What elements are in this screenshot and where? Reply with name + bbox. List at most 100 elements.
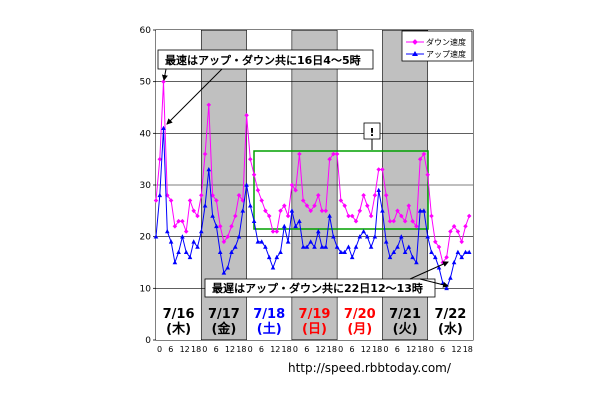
up-speed-point	[436, 265, 442, 270]
up-speed-point	[406, 244, 412, 249]
up-speed-point	[414, 260, 419, 265]
x-tick-label: 0	[157, 345, 162, 354]
up-speed-point	[210, 213, 215, 218]
up-speed-point	[387, 254, 393, 260]
legend-label-down: ダウン速度	[426, 37, 466, 47]
day-date-label: 7/17	[208, 307, 240, 322]
up-speed-point	[255, 239, 261, 244]
up-speed-point	[300, 244, 306, 249]
day-date-label: 7/22	[434, 307, 466, 322]
x-tick-label: 12	[225, 345, 235, 354]
down-speed-point	[357, 208, 363, 214]
up-speed-point	[304, 244, 310, 249]
x-tick-label: 0	[383, 345, 388, 354]
x-tick-label: 12	[361, 345, 371, 354]
up-speed-point	[180, 234, 185, 239]
up-speed-point	[153, 234, 159, 239]
up-speed-point	[466, 249, 472, 254]
up-speed-point	[161, 125, 166, 130]
up-speed-point	[331, 234, 336, 239]
down-speed-point	[316, 193, 321, 198]
day-date-label: 7/18	[253, 307, 285, 322]
up-speed-point	[327, 213, 332, 218]
up-speed-point	[289, 208, 295, 213]
day-weekday-label: (火)	[393, 322, 418, 337]
up-speed-point	[195, 244, 200, 249]
up-speed-point	[229, 249, 234, 254]
up-speed-point	[266, 254, 272, 260]
x-tick-label: 0	[202, 345, 207, 354]
up-speed-point	[270, 265, 276, 270]
day-weekday-label: (土)	[257, 321, 282, 337]
up-speed-point	[225, 265, 230, 270]
up-speed-point	[183, 249, 189, 254]
x-tick-label: 18	[372, 345, 382, 354]
x-tick-label: 6	[304, 345, 309, 354]
legend-marker-up	[412, 51, 418, 56]
day-weekday-label: (水)	[438, 321, 463, 337]
up-speed-point	[282, 223, 287, 229]
down-speed-point	[425, 172, 430, 177]
x-tick-label: 6	[440, 345, 445, 354]
up-speed-point	[410, 254, 415, 260]
y-tick-label: 20	[140, 233, 152, 243]
x-tick-label: 12	[180, 345, 190, 354]
day-date-label: 7/16	[163, 307, 195, 322]
up-speed-point	[214, 223, 219, 229]
up-speed-point	[172, 260, 178, 265]
series-line-0	[155, 81, 470, 264]
up-speed-point	[297, 218, 302, 223]
up-speed-point	[312, 244, 317, 249]
up-speed-point	[353, 244, 359, 249]
up-speed-point	[191, 239, 196, 244]
x-tick-label: 18	[191, 345, 201, 354]
up-speed-point	[202, 203, 208, 208]
x-tick-label: 12	[406, 345, 416, 354]
x-tick-label: 6	[395, 345, 400, 354]
x-tick-label: 18	[417, 345, 427, 354]
up-speed-point	[168, 239, 174, 244]
up-speed-point	[399, 234, 404, 239]
up-speed-point	[421, 208, 427, 213]
up-speed-point	[365, 234, 370, 239]
up-speed-point	[455, 249, 461, 254]
x-tick-label: 18	[327, 345, 337, 354]
day-weekday-label: (日)	[302, 322, 327, 337]
up-speed-point	[395, 244, 400, 249]
fastest-annotation: 最速はアップ・ダウン共に16日4～5時	[157, 49, 374, 125]
slowest-callout-box	[204, 278, 436, 298]
up-speed-point	[199, 229, 204, 234]
y-tick-label: 50	[140, 78, 152, 88]
x-tick-label: 18	[463, 345, 473, 354]
x-tick-label: 0	[248, 345, 253, 354]
x-tick-label: 0	[293, 345, 298, 354]
up-speed-point	[263, 244, 268, 249]
up-speed-point	[240, 208, 246, 213]
down-speed-point	[304, 203, 310, 208]
y-tick-label: 0	[145, 336, 151, 346]
up-speed-point	[417, 208, 423, 213]
up-speed-point	[285, 239, 291, 244]
down-speed-point	[410, 218, 415, 224]
legend-label-up: アップ速度	[426, 49, 466, 59]
down-speed-point	[387, 218, 393, 224]
up-speed-point	[217, 249, 223, 254]
up-speed-point	[448, 275, 453, 280]
up-speed-point	[319, 244, 325, 249]
up-speed-point	[361, 229, 366, 234]
x-tick-label: 6	[350, 345, 355, 354]
down-speed-point	[255, 187, 261, 193]
up-speed-point	[165, 229, 170, 234]
down-speed-point	[274, 229, 280, 234]
x-tick-label: 12	[316, 345, 326, 354]
down-speed-point	[282, 203, 287, 208]
down-speed-point	[293, 187, 298, 193]
day-date-label: 7/21	[389, 307, 421, 322]
up-speed-point	[463, 249, 468, 254]
source-url: http://speed.rbbtoday.com/	[288, 361, 452, 375]
y-tick-label: 60	[140, 26, 152, 36]
x-tick-label: 0	[429, 345, 434, 354]
slowest-annotation: 最遅はアップ・ダウン共に22日12～13時	[204, 261, 449, 298]
up-speed-point	[274, 254, 280, 260]
